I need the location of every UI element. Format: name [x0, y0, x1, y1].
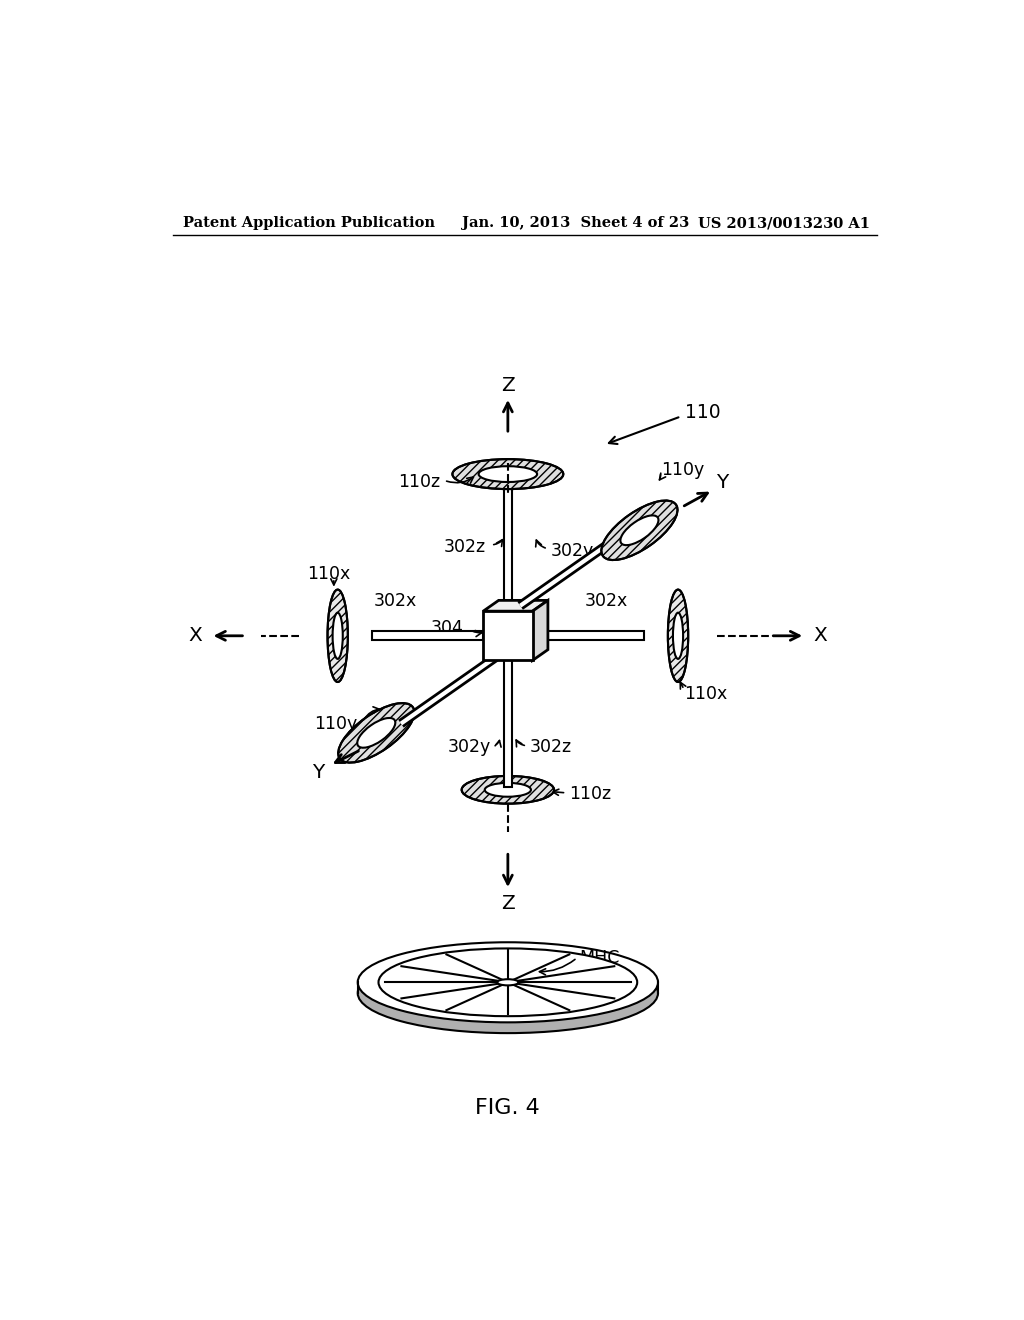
Ellipse shape	[478, 466, 538, 482]
Text: 302z: 302z	[529, 738, 571, 756]
Text: Z: Z	[501, 376, 515, 395]
Text: 110x: 110x	[307, 565, 350, 583]
Ellipse shape	[673, 612, 683, 659]
Text: 110z: 110z	[569, 784, 611, 803]
Ellipse shape	[357, 942, 658, 1022]
Text: 304: 304	[430, 619, 463, 638]
Polygon shape	[483, 601, 548, 611]
Text: Patent Application Publication: Patent Application Publication	[183, 216, 435, 230]
Ellipse shape	[621, 515, 658, 545]
Ellipse shape	[379, 949, 637, 1016]
Text: US 2013/0013230 A1: US 2013/0013230 A1	[697, 216, 869, 230]
Ellipse shape	[462, 776, 554, 804]
Ellipse shape	[357, 953, 658, 1034]
Polygon shape	[483, 611, 532, 660]
Ellipse shape	[333, 612, 343, 659]
Ellipse shape	[453, 459, 563, 490]
Text: X: X	[188, 626, 202, 645]
Text: FIG. 4: FIG. 4	[475, 1098, 541, 1118]
Text: 302z: 302z	[444, 539, 486, 556]
Text: 110x: 110x	[684, 685, 727, 702]
Text: 110z: 110z	[398, 473, 440, 491]
Text: X: X	[814, 626, 827, 645]
Text: 302x: 302x	[585, 593, 628, 610]
Ellipse shape	[601, 500, 678, 560]
Ellipse shape	[497, 979, 518, 985]
Bar	[504, 473, 512, 602]
Bar	[532, 631, 644, 640]
Polygon shape	[532, 601, 548, 660]
Text: Y: Y	[717, 473, 729, 492]
Ellipse shape	[484, 783, 531, 797]
Text: Z: Z	[501, 894, 515, 913]
Text: 110: 110	[685, 403, 721, 422]
Ellipse shape	[668, 590, 688, 682]
Ellipse shape	[328, 590, 348, 682]
Ellipse shape	[357, 718, 395, 747]
Text: 110y: 110y	[662, 461, 705, 479]
Text: MHC: MHC	[580, 949, 620, 966]
Text: 302x: 302x	[374, 593, 417, 610]
Text: Y: Y	[312, 763, 325, 783]
Text: Jan. 10, 2013  Sheet 4 of 23: Jan. 10, 2013 Sheet 4 of 23	[462, 216, 689, 230]
Text: 110y: 110y	[313, 715, 357, 734]
Ellipse shape	[338, 704, 415, 763]
Text: 302y: 302y	[550, 543, 594, 560]
Bar	[504, 660, 512, 788]
Bar	[372, 631, 483, 640]
Text: 302y: 302y	[447, 738, 490, 756]
